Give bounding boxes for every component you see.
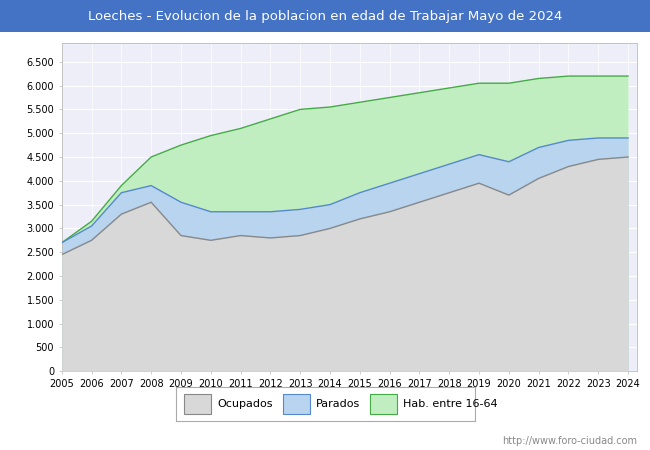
Text: Loeches - Evolucion de la poblacion en edad de Trabajar Mayo de 2024: Loeches - Evolucion de la poblacion en e… <box>88 10 562 22</box>
FancyBboxPatch shape <box>185 394 211 414</box>
FancyBboxPatch shape <box>370 394 396 414</box>
Text: http://www.foro-ciudad.com: http://www.foro-ciudad.com <box>502 436 637 446</box>
Text: Parados: Parados <box>316 399 360 409</box>
Text: Ocupados: Ocupados <box>217 399 273 409</box>
Text: Hab. entre 16-64: Hab. entre 16-64 <box>403 399 497 409</box>
FancyBboxPatch shape <box>283 394 310 414</box>
